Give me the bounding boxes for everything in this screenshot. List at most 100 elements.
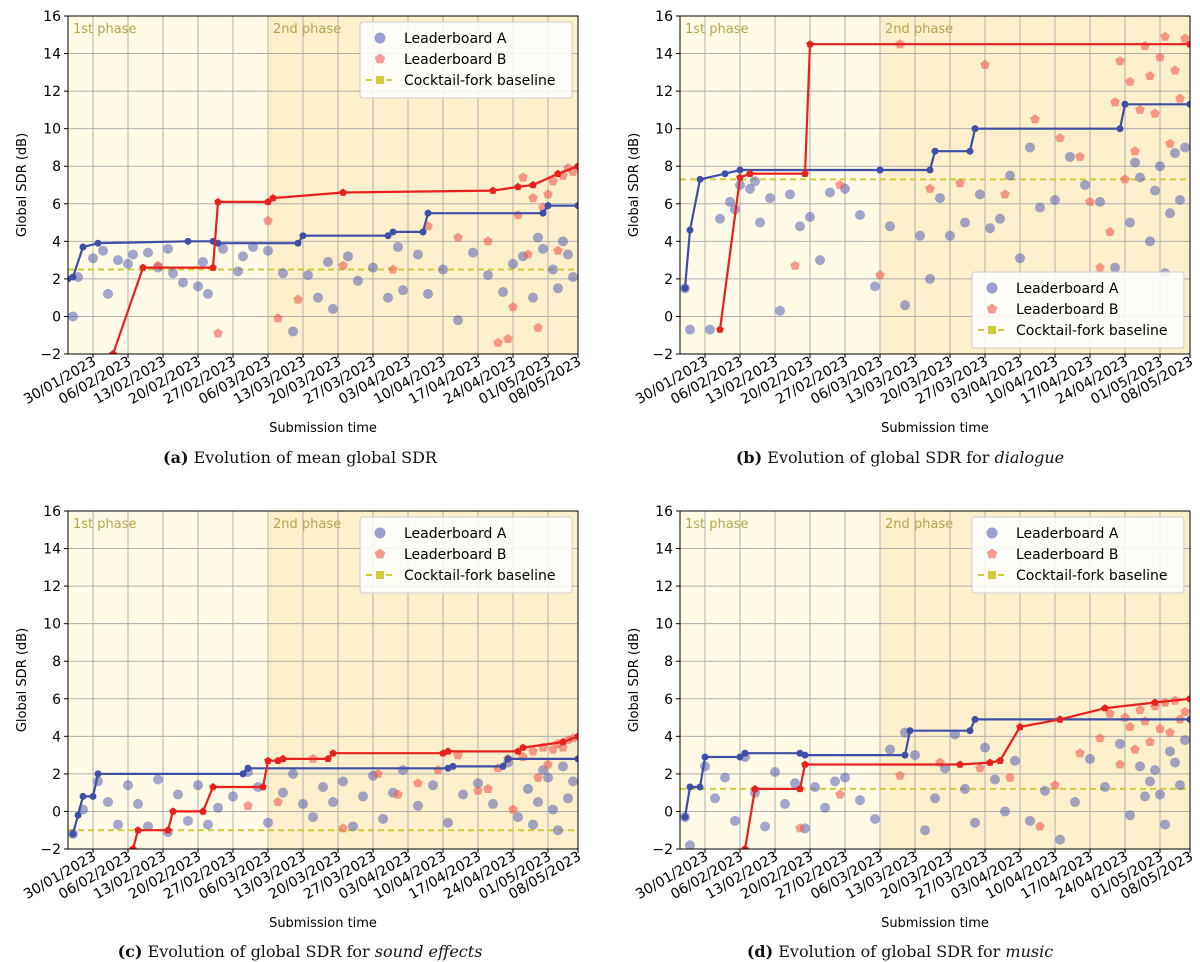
best-point-leaderboard-b: [209, 783, 217, 791]
point-leaderboard-a: [543, 772, 553, 783]
y-tick-label: 0: [52, 804, 61, 820]
best-point-leaderboard-a: [681, 284, 689, 292]
point-leaderboard-a: [920, 825, 930, 836]
point-leaderboard-a: [1025, 815, 1035, 826]
best-point-leaderboard-a: [1186, 100, 1190, 108]
point-leaderboard-b: [1135, 104, 1145, 114]
point-leaderboard-a: [1000, 806, 1010, 817]
point-leaderboard-b: [895, 770, 905, 780]
point-leaderboard-b: [1130, 146, 1140, 156]
point-leaderboard-a: [915, 230, 925, 241]
point-leaderboard-a: [343, 251, 353, 262]
point-leaderboard-b: [835, 789, 845, 799]
best-point-leaderboard-a: [74, 811, 82, 819]
best-point-leaderboard-b: [1101, 704, 1109, 712]
best-point-leaderboard-a: [1116, 125, 1124, 133]
point-leaderboard-b: [1035, 821, 1045, 831]
phase-label: 2nd phase: [885, 22, 953, 37]
point-leaderboard-a: [143, 247, 153, 258]
point-leaderboard-b: [533, 772, 543, 782]
point-leaderboard-a: [750, 176, 760, 187]
y-tick-label: 4: [664, 234, 673, 250]
best-point-leaderboard-b: [559, 738, 567, 746]
y-tick-label: 6: [52, 692, 61, 708]
best-point-leaderboard-b: [746, 169, 754, 177]
best-point-leaderboard-b: [716, 325, 724, 333]
legend-marker-leaderboard-b: [374, 548, 386, 559]
legend-box: [971, 516, 1185, 594]
legend-box: [359, 21, 573, 99]
best-point-leaderboard-a: [966, 147, 974, 155]
best-point-leaderboard-a: [801, 751, 809, 759]
point-leaderboard-b: [1125, 76, 1135, 86]
best-point-leaderboard-a: [1121, 100, 1129, 108]
point-leaderboard-a: [870, 813, 880, 824]
y-axis-label: Global SDR (dB): [15, 133, 30, 237]
point-leaderboard-a: [715, 213, 725, 224]
point-leaderboard-a: [990, 774, 1000, 785]
point-leaderboard-a: [975, 189, 985, 200]
best-point-leaderboard-a: [876, 166, 884, 174]
point-leaderboard-a: [528, 292, 538, 303]
y-tick-label: 2: [52, 767, 61, 783]
point-leaderboard-a: [248, 241, 258, 252]
point-leaderboard-b: [835, 180, 845, 189]
point-leaderboard-a: [533, 797, 543, 808]
point-leaderboard-a: [513, 812, 523, 823]
point-leaderboard-a: [710, 793, 720, 804]
best-point-leaderboard-a: [239, 770, 247, 778]
point-leaderboard-b: [523, 249, 533, 259]
point-leaderboard-a: [113, 819, 123, 830]
point-leaderboard-a: [770, 767, 780, 778]
point-leaderboard-b: [1075, 151, 1085, 161]
point-leaderboard-b: [273, 313, 283, 323]
best-point-leaderboard-a: [419, 228, 427, 236]
point-leaderboard-a: [558, 761, 568, 772]
legend-box: [359, 516, 573, 594]
point-leaderboard-a: [1015, 253, 1025, 264]
best-point-leaderboard-b: [264, 197, 272, 206]
y-tick-label: 12: [43, 84, 61, 100]
legend-marker-leaderboard-b: [374, 53, 386, 64]
legend-label: Cocktail-fork baseline: [404, 568, 556, 584]
y-tick-label: 10: [43, 617, 61, 633]
point-leaderboard-a: [558, 236, 568, 247]
point-leaderboard-a: [428, 780, 438, 791]
y-tick-label: −2: [652, 842, 673, 858]
point-leaderboard-a: [483, 270, 493, 281]
point-leaderboard-a: [133, 798, 143, 809]
legend-marker-baseline: [376, 76, 384, 84]
best-point-leaderboard-a: [696, 783, 704, 791]
point-leaderboard-b: [293, 294, 303, 304]
legend-label: Leaderboard A: [404, 31, 507, 47]
point-leaderboard-a: [193, 780, 203, 791]
point-leaderboard-a: [498, 287, 508, 298]
point-leaderboard-b: [548, 176, 558, 186]
best-point-leaderboard-a: [701, 753, 709, 761]
point-leaderboard-a: [1145, 236, 1155, 247]
best-point-leaderboard-b: [279, 754, 287, 763]
best-point-leaderboard-b: [329, 749, 337, 757]
point-leaderboard-b: [1135, 705, 1145, 715]
point-leaderboard-a: [795, 221, 805, 232]
point-leaderboard-b: [875, 270, 885, 280]
point-leaderboard-a: [1050, 195, 1060, 206]
point-leaderboard-b: [1155, 723, 1165, 733]
axes-frame: [679, 15, 1191, 355]
point-leaderboard-a: [453, 315, 463, 326]
point-leaderboard-b: [543, 759, 553, 769]
caption-a: (a) Evolution of mean global SDR: [163, 448, 437, 467]
point-leaderboard-a: [970, 817, 980, 828]
best-point-leaderboard-a: [736, 753, 744, 761]
point-leaderboard-a: [323, 256, 333, 267]
point-leaderboard-b: [243, 800, 253, 810]
legend-marker-leaderboard-a: [374, 32, 386, 44]
point-leaderboard-b: [1000, 189, 1010, 199]
best-point-leaderboard-a: [69, 830, 77, 838]
y-tick-label: 16: [43, 9, 61, 25]
best-point-leaderboard-a: [696, 175, 704, 183]
phase-label: 2nd phase: [273, 22, 341, 37]
point-leaderboard-a: [885, 744, 895, 755]
point-leaderboard-a: [1065, 151, 1075, 162]
point-leaderboard-a: [745, 183, 755, 194]
